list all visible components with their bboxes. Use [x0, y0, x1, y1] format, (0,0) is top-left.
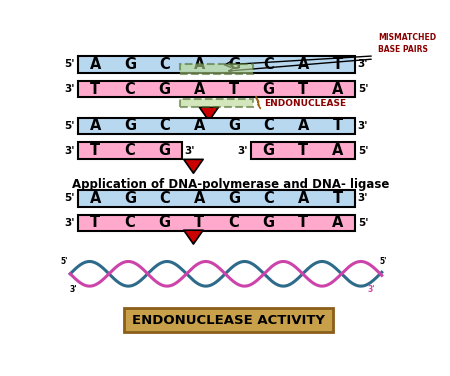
Text: 5': 5' [358, 146, 368, 156]
Text: 5': 5' [379, 257, 387, 266]
Text: 5': 5' [60, 257, 68, 266]
Text: A: A [298, 191, 309, 206]
Text: C: C [263, 118, 274, 133]
Text: T: T [298, 215, 308, 230]
Text: T: T [298, 82, 308, 97]
Text: G: G [263, 82, 275, 97]
Text: 3': 3' [358, 59, 368, 69]
Text: C: C [229, 215, 239, 230]
Text: 3': 3' [64, 146, 75, 156]
Text: G: G [263, 215, 275, 230]
Text: T: T [90, 82, 100, 97]
Text: A: A [194, 118, 205, 133]
Polygon shape [256, 96, 261, 109]
Text: T: T [229, 82, 239, 97]
Text: T: T [333, 118, 343, 133]
Text: A: A [194, 191, 205, 206]
Text: G: G [228, 118, 240, 133]
Text: G: G [158, 143, 171, 158]
Text: Application of DNA-polymerase and DNA- ligase: Application of DNA-polymerase and DNA- l… [72, 177, 389, 191]
Text: T: T [194, 215, 204, 230]
FancyBboxPatch shape [78, 56, 356, 73]
Text: A: A [90, 57, 101, 72]
Text: A: A [333, 143, 344, 158]
Text: 3': 3' [184, 146, 195, 156]
Text: A: A [194, 57, 205, 72]
Text: A: A [333, 82, 344, 97]
Text: A: A [90, 191, 101, 206]
Text: A: A [298, 57, 309, 72]
Text: G: G [124, 57, 136, 72]
FancyBboxPatch shape [180, 64, 253, 74]
Text: G: G [228, 191, 240, 206]
Text: T: T [298, 143, 308, 158]
Text: C: C [159, 57, 170, 72]
Text: 5': 5' [358, 84, 368, 94]
FancyBboxPatch shape [252, 142, 356, 159]
Text: T: T [333, 57, 343, 72]
Text: C: C [125, 215, 135, 230]
Text: T: T [333, 191, 343, 206]
Text: 3': 3' [64, 218, 75, 228]
Text: G: G [124, 191, 136, 206]
Text: ENDONUCLEASE: ENDONUCLEASE [264, 99, 346, 108]
Text: A: A [333, 215, 344, 230]
Text: MISMATCHED
BASE PAIRS: MISMATCHED BASE PAIRS [378, 33, 436, 54]
FancyBboxPatch shape [78, 190, 356, 207]
FancyBboxPatch shape [78, 142, 182, 159]
Text: C: C [125, 143, 135, 158]
Text: G: G [124, 118, 136, 133]
Text: A: A [194, 82, 205, 97]
Text: C: C [263, 191, 274, 206]
Text: 3': 3' [358, 193, 368, 203]
Text: C: C [263, 57, 274, 72]
Text: C: C [159, 191, 170, 206]
Text: 5': 5' [64, 59, 75, 69]
Text: 3': 3' [367, 285, 375, 294]
Text: 3': 3' [238, 146, 248, 156]
Text: G: G [158, 82, 171, 97]
Text: G: G [158, 215, 171, 230]
FancyBboxPatch shape [78, 215, 356, 232]
Text: 3': 3' [69, 285, 77, 294]
Text: T: T [90, 215, 100, 230]
Text: G: G [263, 143, 275, 158]
Text: C: C [159, 118, 170, 133]
FancyBboxPatch shape [78, 80, 356, 97]
Text: A: A [90, 118, 101, 133]
FancyBboxPatch shape [78, 117, 356, 135]
Text: 3': 3' [64, 84, 75, 94]
Text: 5': 5' [64, 193, 75, 203]
Text: G: G [228, 57, 240, 72]
Text: 5': 5' [64, 121, 75, 131]
FancyBboxPatch shape [180, 99, 253, 107]
FancyBboxPatch shape [125, 308, 333, 332]
Text: 3': 3' [358, 121, 368, 131]
Text: 5': 5' [358, 218, 368, 228]
Text: T: T [90, 143, 100, 158]
Text: ENDONUCLEASE ACTIVITY: ENDONUCLEASE ACTIVITY [132, 314, 325, 326]
Text: A: A [298, 118, 309, 133]
Text: C: C [125, 82, 135, 97]
